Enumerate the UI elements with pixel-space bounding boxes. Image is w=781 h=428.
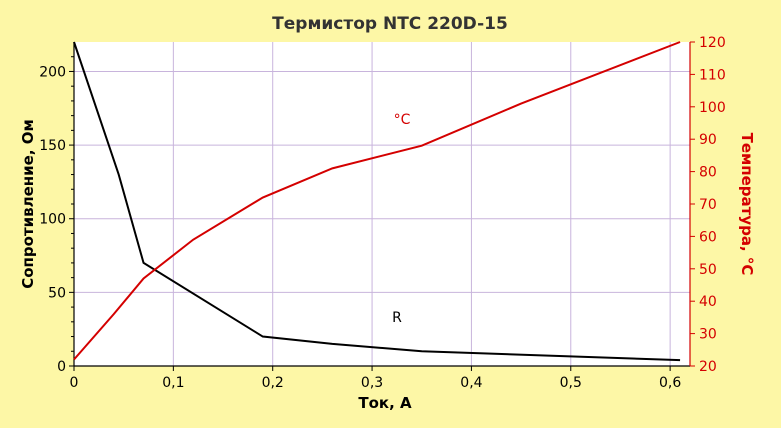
- y-right-tick-label: 80: [699, 165, 717, 181]
- x-tick-label: 0,2: [262, 375, 284, 391]
- x-tick-label: 0,3: [361, 375, 383, 391]
- y-left-tick-label: 200: [39, 64, 66, 80]
- y-right-tick-label: 40: [699, 294, 717, 310]
- series-label-resistance: R: [392, 310, 402, 326]
- y-left-tick-label: 50: [48, 285, 66, 301]
- y-right-tick-label: 20: [699, 359, 717, 375]
- y-right-axis-title: Температура, °С: [738, 133, 756, 276]
- x-tick-label: 0,1: [162, 375, 184, 391]
- series-line-resistance: [73, 41, 681, 362]
- series-label-temperature: °С: [394, 112, 411, 128]
- y-right-tick-label: 60: [699, 229, 717, 245]
- x-tick-label: 0,5: [560, 375, 582, 391]
- y-right-tick-label: 70: [699, 197, 717, 213]
- y-right-tick-label: 100: [699, 100, 726, 116]
- y-right-tick-label: 30: [699, 327, 717, 343]
- y-left-tick-label: 0: [57, 359, 66, 375]
- y-left-tick-label: 150: [39, 138, 66, 154]
- x-tick-label: 0,4: [460, 375, 482, 391]
- x-tick-label: 0: [70, 375, 79, 391]
- y-right-tick-label: 50: [699, 262, 717, 278]
- chart-title: Термистор NTC 220D-15: [272, 14, 508, 34]
- y-left-axis-title: Сопротивление, Ом: [19, 119, 37, 289]
- x-tick-label: 0,6: [659, 375, 681, 391]
- y-right-tick-label: 120: [699, 35, 726, 51]
- series-lines: [73, 41, 681, 362]
- plot-area: [74, 42, 690, 366]
- y-right-tick-label: 90: [699, 132, 717, 148]
- x-axis-title: Ток, А: [358, 394, 412, 412]
- y-left-tick-label: 100: [39, 212, 66, 228]
- ticks: 0 0,1 0,2 0,3 0,4 0,5 0,6 0 50 100 150 200 20 30 40 50 6…: [39, 35, 725, 391]
- y-right-tick-label: 110: [699, 67, 726, 83]
- grid: [74, 42, 690, 366]
- series-line-temperature: [73, 41, 681, 361]
